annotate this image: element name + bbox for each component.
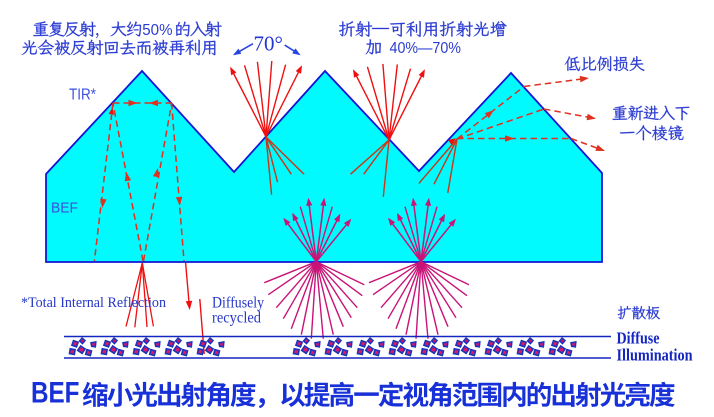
svg-text:Diffuse: Diffuse: [617, 329, 660, 348]
svg-text:*Total Internal Reflection: *Total Internal Reflection: [21, 295, 166, 311]
svg-text:BEF: BEF: [31, 377, 80, 410]
svg-text:40%—70%: 40%—70%: [390, 40, 462, 57]
svg-text:recycled: recycled: [212, 310, 261, 327]
svg-text:50%: 50%: [142, 22, 172, 39]
svg-text:Illumination: Illumination: [617, 346, 693, 365]
svg-text:Diffusely: Diffusely: [212, 295, 264, 312]
svg-text:TIR*: TIR*: [69, 87, 96, 104]
svg-text:70°: 70°: [254, 32, 283, 56]
svg-text:BEF: BEF: [51, 200, 78, 217]
